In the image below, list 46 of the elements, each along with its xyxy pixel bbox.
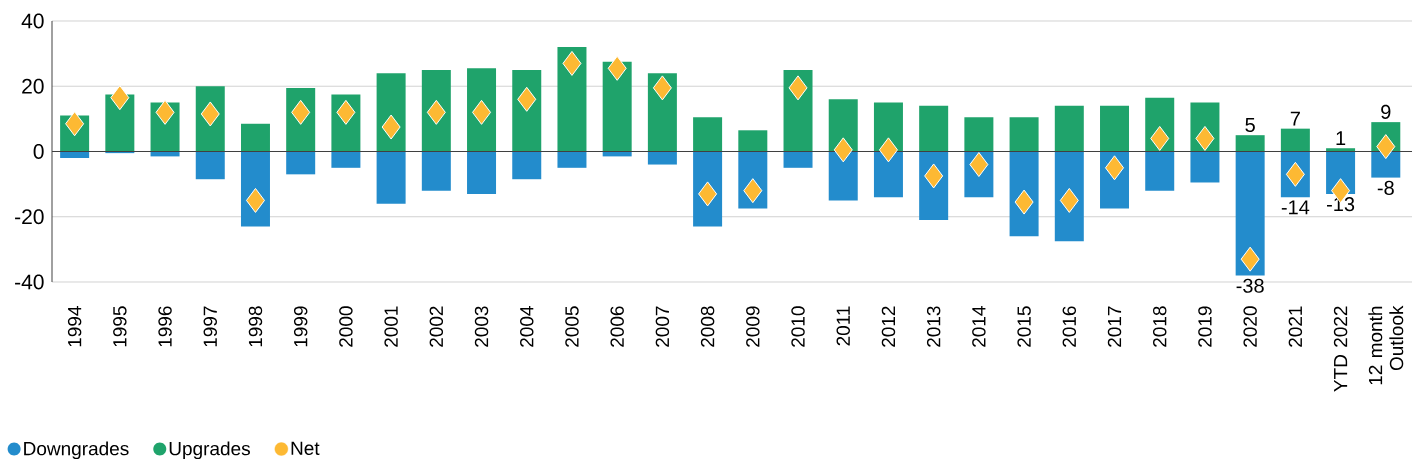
data-label: -38 (1236, 278, 1264, 293)
data-label: -8 (1377, 180, 1394, 195)
y-tick-label: 0 (33, 144, 44, 159)
x-tick-label: 2004 (520, 306, 534, 347)
x-tick-label: 2016 (1062, 306, 1077, 347)
x-tick-label: 2013 (926, 306, 941, 347)
x-tick-label: 1994 (67, 306, 82, 347)
y-tick-label: 20 (22, 78, 44, 94)
x-tick-label: 1996 (158, 306, 172, 347)
data-label: 1 (1336, 131, 1346, 146)
x-tick-label: 2001 (384, 306, 398, 347)
legend-label: Upgrades (169, 441, 250, 460)
x-tick-label: 2006 (610, 306, 624, 347)
x-tick-label: 2011 (836, 306, 850, 346)
x-tick-label: 2018 (1153, 306, 1167, 347)
x-tick-label: 12 month Outlook (1368, 305, 1404, 385)
x-tick-label: 2021 (1288, 306, 1303, 347)
legend-label: Downgrades (24, 441, 129, 460)
legend-label: Net (291, 441, 320, 455)
x-tick-label: 1998 (248, 306, 263, 347)
x-tick-label: 1995 (113, 306, 127, 347)
x-tick-label: 2019 (1198, 306, 1212, 347)
x-tick-label: 1997 (203, 306, 217, 347)
y-tick-label: -20 (15, 209, 44, 225)
x-tick-label: 2009 (746, 306, 760, 347)
x-tick-label: 2014 (972, 306, 986, 347)
data-label: 5 (1245, 118, 1255, 132)
x-tick-label: 2020 (1243, 306, 1257, 347)
x-tick-label: 2000 (339, 306, 353, 347)
x-tick-label: 2010 (791, 306, 805, 347)
x-tick-label: YTD 2022 (1333, 306, 1348, 392)
x-tick-label: 2017 (1107, 306, 1122, 347)
y-tick-label: -40 (15, 274, 44, 290)
x-tick-label: 2003 (474, 306, 489, 347)
x-tick-label: 2002 (429, 306, 444, 347)
x-tick-label: 2008 (700, 306, 715, 347)
x-tick-label: 2012 (881, 306, 896, 347)
x-tick-label: 2007 (655, 306, 670, 347)
x-tick-label: 1999 (293, 306, 308, 347)
data-label: 9 (1381, 104, 1391, 119)
data-label: 7 (1290, 111, 1300, 126)
data-label: -14 (1281, 200, 1310, 215)
data-label: -13 (1327, 197, 1355, 212)
x-tick-label: 2005 (565, 306, 579, 347)
x-tick-label: 2015 (1017, 306, 1031, 347)
y-tick-label: 40 (21, 13, 44, 29)
